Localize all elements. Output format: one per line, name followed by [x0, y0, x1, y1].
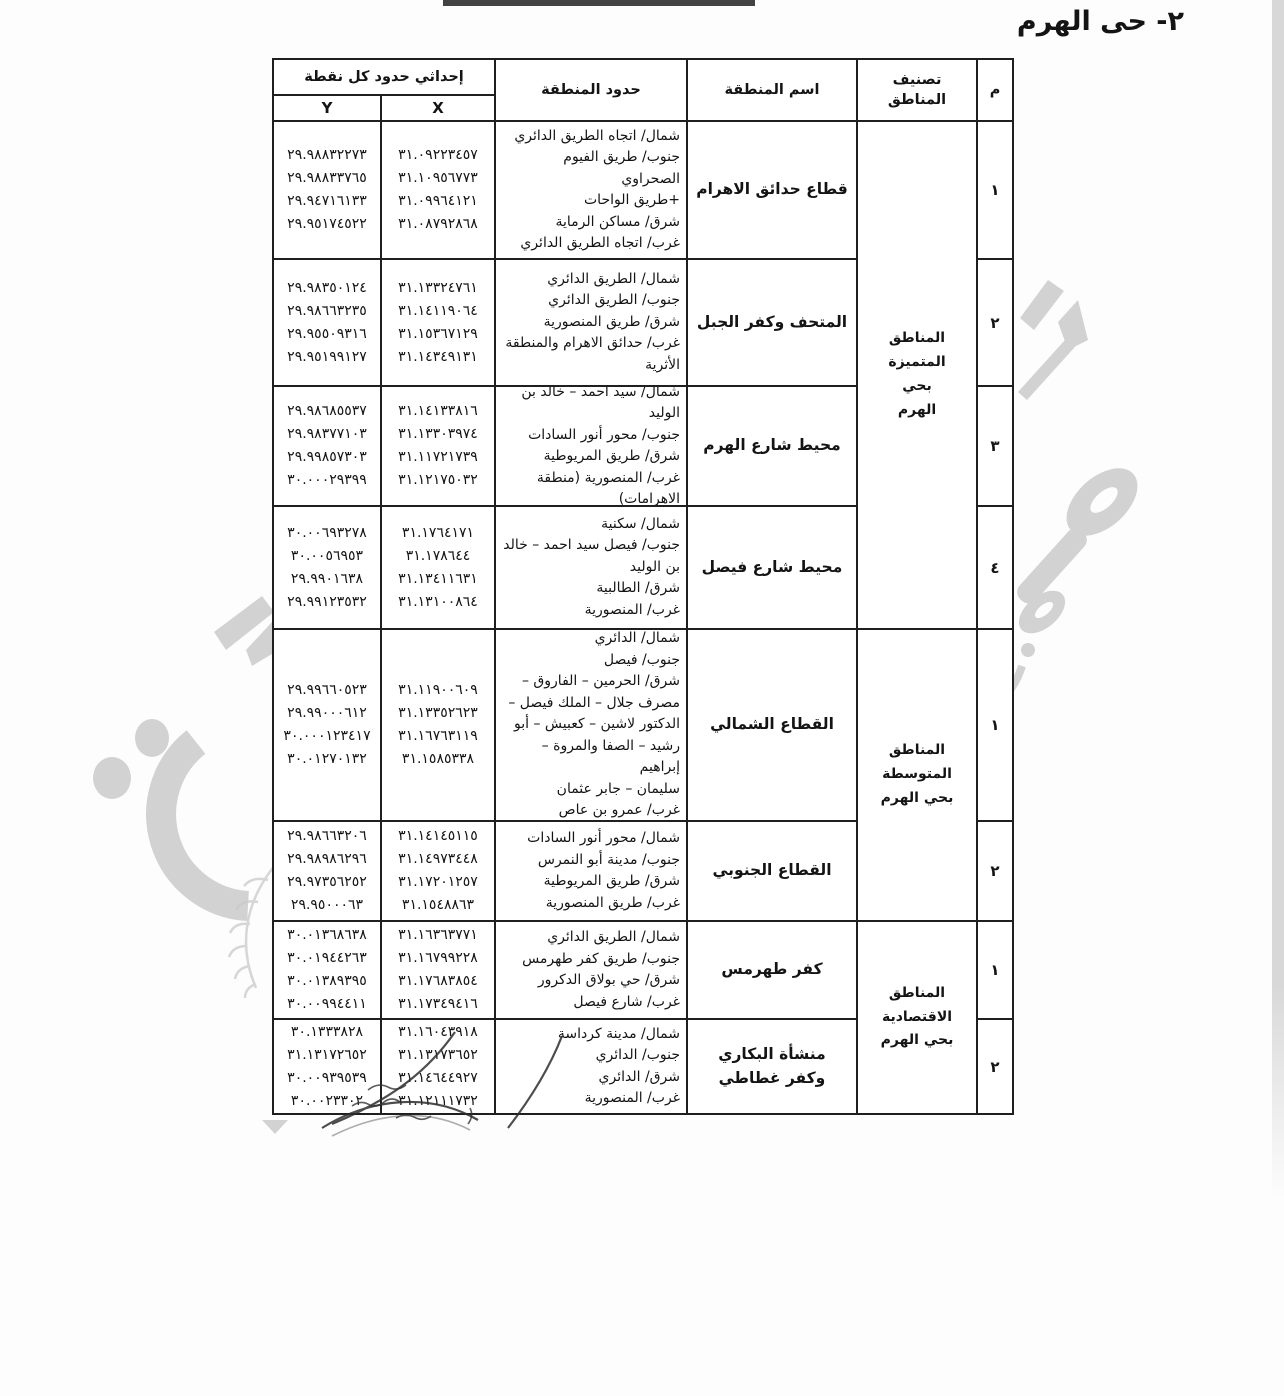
- watermark-crescent: [146, 730, 250, 921]
- boundaries-cell: شمال/ الدائري جنوب/ فيصل شرق/ الحرمين – …: [495, 629, 687, 821]
- row-num-cell: ٢: [977, 259, 1013, 386]
- y-coords-cell: ٢٩.٩٨٦٨٥٥٣٧ ٢٩.٩٨٣٧٧١٠٣ ٢٩.٩٩٨٥٧٣٠٣ ٣٠.٠…: [273, 386, 381, 506]
- scan-right-strip: [1272, 0, 1284, 1200]
- watermark-dot: [1021, 643, 1035, 657]
- row-num-cell: ١: [977, 921, 1013, 1019]
- y-coords-cell: ٢٩.٩٨٣٥٠١٢٤ ٢٩.٩٨٦٦٣٢٣٥ ٢٩.٩٥٥٠٩٣١٦ ٢٩.٩…: [273, 259, 381, 386]
- boundaries-cell: شمال/ سكنية جنوب/ فيصل سيد احمد – خالد ب…: [495, 506, 687, 629]
- x-coords-cell: ٣١.١١٩٠٠٦٠٩ ٣١.١٣٣٥٢٦٢٣ ٣١.١٦٧٦٣١١٩ ٣١.١…: [381, 629, 495, 821]
- row-num-cell: ١: [977, 121, 1013, 259]
- classification-cell: المناطق المتميزة بحي الهرم: [857, 121, 977, 629]
- x-coords-cell: ٣١.١٤١٣٣٨١٦ ٣١.١٣٣٠٣٩٧٤ ٣١.١١٧٢١٧٣٩ ٣١.١…: [381, 386, 495, 506]
- x-coords-cell: ٣١.١٦٣٦٣٧٧١ ٣١.١٦٧٩٩٢٢٨ ٣١.١٧٦٨٣٨٥٤ ٣١.١…: [381, 921, 495, 1019]
- watermark-letter-hole: [1034, 601, 1054, 619]
- boundaries-cell: شمال/ اتجاه الطريق الدائري جنوب/ طريق ال…: [495, 121, 687, 259]
- watermark-letter: [1066, 468, 1138, 536]
- watermark-stroke: [246, 622, 272, 666]
- header-y: Y: [273, 95, 381, 121]
- watermark-dot: [93, 757, 131, 799]
- triangle-mark: [262, 1120, 288, 1134]
- y-coords-cell: ٣٠.٠٠٦٩٣٢٧٨ ٣٠.٠٠٥٦٩٥٣ ٢٩.٩٩٠١٦٣٨ ٢٩.٩٩١…: [273, 506, 381, 629]
- watermark-letter: [1018, 590, 1066, 634]
- row-num-cell: ٤: [977, 506, 1013, 629]
- boundaries-cell: شمال/ محور أنور السادات جنوب/ مدينة أبو …: [495, 821, 687, 921]
- classification-cell: المناطق المتوسطة بحي الهرم: [857, 629, 977, 921]
- area-name-cell: قطاع حدائق الاهرام: [687, 121, 857, 259]
- y-coords-cell: ٢٩.٩٩٦٦٠٥٢٣ ٢٩.٩٩٠٠٠٦١٢ ٣٠.٠٠٠١٢٣٤١٧ ٣٠.…: [273, 629, 381, 821]
- area-name-cell: كفر طهرمس: [687, 921, 857, 1019]
- area-name-cell: القطاع الشمالي: [687, 629, 857, 821]
- row-num-cell: ٢: [977, 1019, 1013, 1114]
- watermark-stroke: [1058, 300, 1088, 350]
- area-name-cell: محيط شارع فيصل: [687, 506, 857, 629]
- area-name-cell: القطاع الجنوبي: [687, 821, 857, 921]
- y-coords-cell: ٢٩.٩٨٨٣٢٢٧٣ ٢٩.٩٨٨٣٣٧٦٥ ٢٩.٩٤٧١٦١٣٣ ٢٩.٩…: [273, 121, 381, 259]
- laurel-stamp-icon: [227, 863, 277, 999]
- header-classification: تصنيف المناطق: [857, 59, 977, 121]
- page-title: ٢- حى الهرم: [1016, 6, 1184, 37]
- classification-cell: المناطق الاقتصادية بحي الهرم: [857, 921, 977, 1114]
- y-coords-cell: ٣٠.١٣٣٣٨٢٨ ٣١.١٣١٧٢٦٥٢ ٣٠.٠٠٩٣٩٥٣٩ ٣٠.٠٠…: [273, 1019, 381, 1114]
- area-name-cell: محيط شارع الهرم: [687, 386, 857, 506]
- boundaries-cell: شمال/ الطريق الدائري جنوب/ الطريق الدائر…: [495, 259, 687, 386]
- boundaries-cell: شمال/ الطريق الدائري جنوب/ طريق كفر طهرم…: [495, 921, 687, 1019]
- row-num-cell: ٣: [977, 386, 1013, 506]
- header-x: X: [381, 95, 495, 121]
- watermark-stroke: [1018, 330, 1083, 400]
- x-coords-cell: ٣١.١٦٠٤٣٩١٨ ٣١.١٣١٧٣٦٥٢ ٣١.١٤٦٤٤٩٢٧ ٣١.١…: [381, 1019, 495, 1114]
- row-num-cell: ٢: [977, 821, 1013, 921]
- area-name-cell: المتحف وكفر الجبل: [687, 259, 857, 386]
- watermark-letter-hole: [1090, 487, 1118, 513]
- watermark-letter: [1017, 528, 1087, 604]
- row-num-cell: ١: [977, 629, 1013, 821]
- header-area-name: اسم المنطقة: [687, 59, 857, 121]
- districts-table: م تصنيف المناطق اسم المنطقة حدود المنطقة…: [272, 58, 1014, 1115]
- boundaries-cell: شمال/ مدينة كرداسة جنوب/ الدائري شرق/ ال…: [495, 1019, 687, 1114]
- watermark-stroke: [214, 596, 274, 650]
- header-coordinates: إحداثي حدود كل نقطة: [273, 59, 495, 95]
- area-name-cell: منشأة البكاري وكفر غطاطي: [687, 1019, 857, 1114]
- watermark-stroke: [1020, 280, 1064, 330]
- scan-edge-bar: [443, 0, 755, 6]
- boundaries-cell: شمال/ سيد احمد – خالد بن الوليد جنوب/ مح…: [495, 386, 687, 506]
- x-coords-cell: ٣١.١٧٦٤١٧١ ٣١.١٧٨٦٤٤ ٣١.١٣٤١١٦٣١ ٣١.١٣١٠…: [381, 506, 495, 629]
- y-coords-cell: ٢٩.٩٨٦٦٣٢٠٦ ٢٩.٩٨٩٨٦٢٩٦ ٢٩.٩٧٣٥٦٢٥٢ ٢٩.٩…: [273, 821, 381, 921]
- x-coords-cell: ٣١.١٣٣٢٤٧٦١ ٣١.١٤١١٩٠٦٤ ٣١.١٥٣٦٧١٢٩ ٣١.١…: [381, 259, 495, 386]
- x-coords-cell: ٣١.٠٩٢٢٣٤٥٧ ٣١.١٠٩٥٦٧٧٣ ٣١.٠٩٩٦٤١٢١ ٣١.٠…: [381, 121, 495, 259]
- header-boundaries: حدود المنطقة: [495, 59, 687, 121]
- y-coords-cell: ٣٠.٠١٣٦٨٦٣٨ ٣٠.٠١٩٤٤٢٦٣ ٣٠.٠١٣٨٩٣٩٥ ٣٠.٠…: [273, 921, 381, 1019]
- watermark-dot: [135, 719, 169, 757]
- header-num: م: [977, 59, 1013, 121]
- x-coords-cell: ٣١.١٤١٤٥١١٥ ٣١.١٤٩٧٣٤٤٨ ٣١.١٧٢٠١٢٥٧ ٣١.١…: [381, 821, 495, 921]
